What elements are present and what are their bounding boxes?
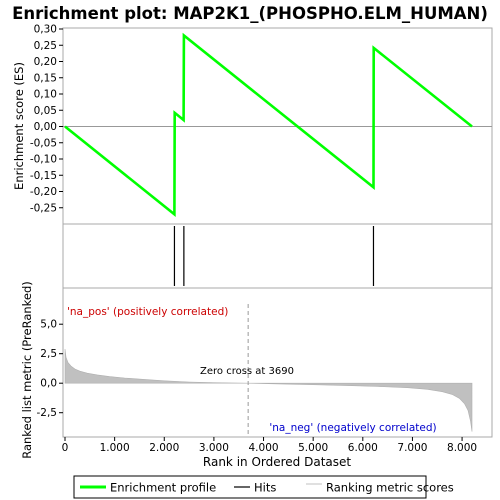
x-tick-label: 0 (62, 442, 69, 454)
es-y-tick-label: -0,05 (30, 137, 57, 149)
es-y-tick-label: 0,15 (34, 72, 57, 84)
metric-plot-area (62, 287, 493, 438)
es-y-tick-label: 0,20 (34, 56, 57, 68)
metric-y-tick-label: 5,0 (40, 319, 57, 331)
metric-y-axis-label: Ranked list metric (PreRanked) (20, 281, 34, 459)
x-tick-label: 4.000 (249, 442, 279, 454)
x-tick-label: 5.000 (298, 442, 328, 454)
es-y-tick-label: 0,25 (34, 40, 57, 52)
legend: Enrichment profile Hits Ranking metric sco… (80, 481, 454, 495)
es-y-tick-label: 0,30 (34, 24, 57, 36)
es-y-tick-label: -0,20 (30, 186, 57, 198)
x-tick-label: 2.000 (149, 442, 179, 454)
hits-panel (62, 223, 493, 289)
x-axis-label: Rank in Ordered Dataset (203, 455, 351, 469)
na-pos-label: 'na_pos' (positively correlated) (67, 306, 228, 318)
x-tick-label: 3.000 (199, 442, 229, 454)
x-tick-label: 8.000 (447, 442, 477, 454)
es-y-tick-label: -0,15 (30, 170, 57, 182)
es-y-tick-label: -0,10 (30, 154, 57, 166)
es-y-axis-label: Enrichment score (ES) (12, 62, 26, 190)
legend-item-label: Hits (254, 481, 276, 495)
x-tick-label: 1.000 (100, 442, 130, 454)
enrichment-profile-line (64, 32, 473, 218)
metric-y-tick-label: 0,0 (40, 378, 57, 390)
x-tick-label: 7.000 (397, 442, 427, 454)
es-y-tick-label: 0,00 (34, 121, 57, 133)
metric-y-tick-label: -2,5 (37, 407, 58, 419)
legend-item-label: Ranking metric scores (326, 481, 454, 495)
es-y-axis: 0,30 0,25 0,20 0,15 0,10 0,05 0,00 -0,05 -0,10 -0… (30, 24, 63, 214)
metric-x-axis: 0 1.000 2.000 3.000 4.000 5.000 6.000 7.000 8.00… (62, 437, 477, 454)
legend-item-label: Enrichment profile (110, 481, 216, 495)
hits-group (173, 226, 375, 286)
metric-y-tick-label: 2,5 (40, 348, 57, 360)
es-y-tick-label: -0,25 (30, 202, 57, 214)
chart-title: Enrichment plot: MAP2K1_(PHOSPHO.ELM_HUM… (12, 4, 488, 23)
metric-y-axis: 5,0 2,5 0,0 -2,5 (37, 319, 63, 419)
na-neg-label: 'na_neg' (negatively correlated) (269, 422, 436, 434)
x-tick-label: 6.000 (348, 442, 378, 454)
es-y-tick-label: 0,10 (34, 89, 57, 101)
zero-cross-label: Zero cross at 3690 (200, 366, 294, 377)
es-y-tick-label: 0,05 (34, 105, 57, 117)
